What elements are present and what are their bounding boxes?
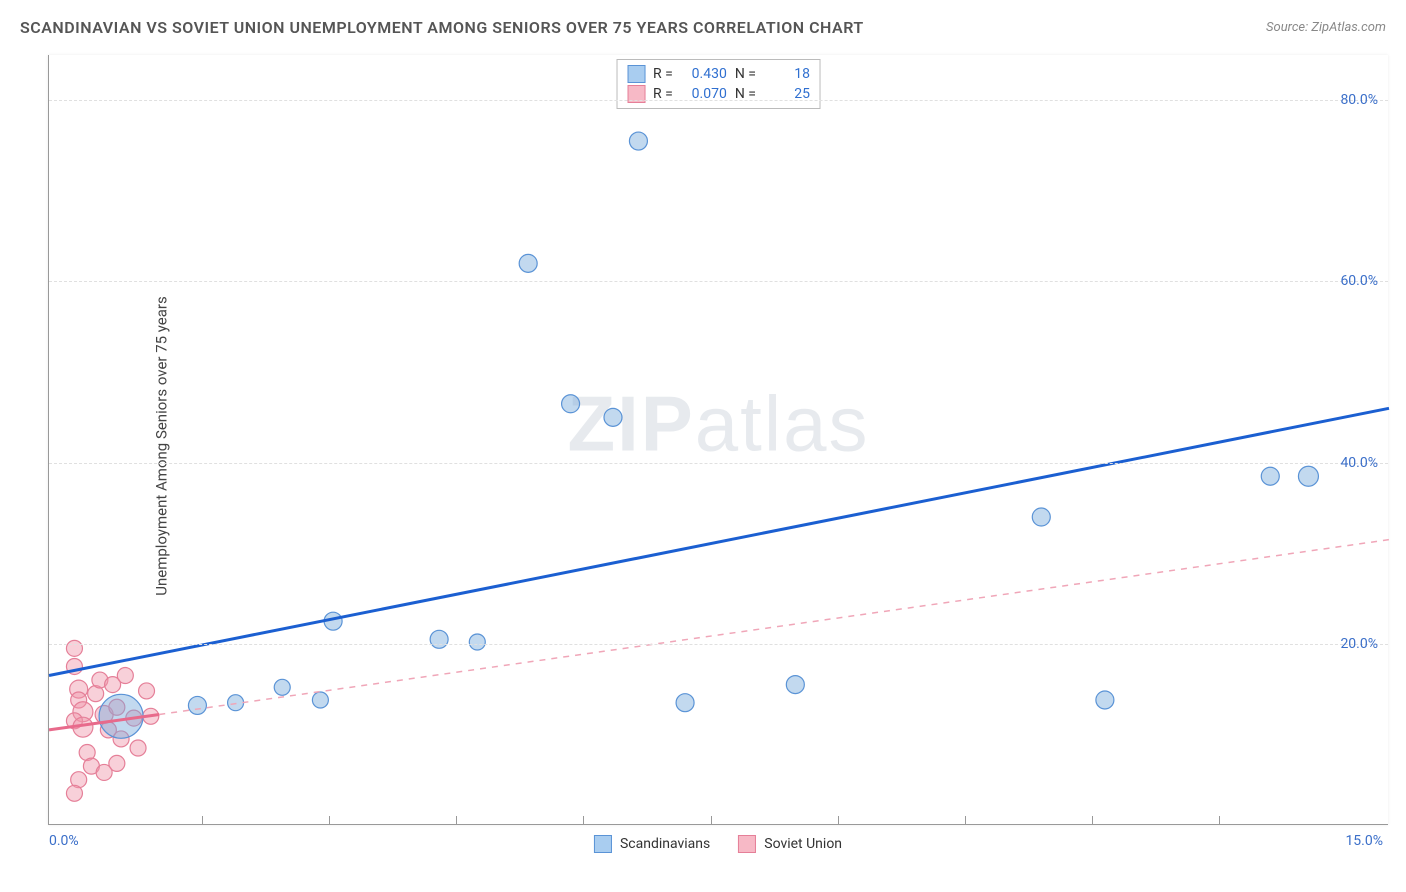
plot-svg <box>49 55 1388 824</box>
x-minor-tick <box>711 816 712 824</box>
chart-header: SCANDINAVIAN VS SOVIET UNION UNEMPLOYMEN… <box>20 18 1386 37</box>
legend-item-soviet: Soviet Union <box>738 835 842 853</box>
x-minor-tick <box>1219 816 1220 824</box>
n-label-0: N = <box>735 66 756 82</box>
y-tick-label: 60.0% <box>1340 273 1378 289</box>
r-value-0: 0.430 <box>681 66 727 82</box>
grid-line-h <box>49 463 1388 464</box>
grid-line-h <box>49 644 1388 645</box>
legend-item-scandinavians: Scandinavians <box>594 835 710 853</box>
r-label-0: R = <box>653 66 673 82</box>
chart-container: ZIPatlas R = 0.430 N = 18 R = 0.070 N = … <box>48 55 1388 825</box>
legend-label-soviet: Soviet Union <box>764 836 842 852</box>
legend-swatch-soviet <box>738 835 756 853</box>
x-minor-tick <box>1092 816 1093 824</box>
plot-area: ZIPatlas R = 0.430 N = 18 R = 0.070 N = … <box>48 55 1388 825</box>
legend-stats: R = 0.430 N = 18 R = 0.070 N = 25 <box>616 59 821 109</box>
n-value-0: 18 <box>764 66 810 82</box>
x-minor-tick <box>456 816 457 824</box>
x-minor-tick <box>329 816 330 824</box>
x-minor-tick <box>838 816 839 824</box>
x-tick-label-max: 15.0% <box>1345 833 1383 849</box>
grid-line-h <box>49 100 1388 101</box>
legend-swatch-0 <box>627 65 645 83</box>
legend-series: Scandinavians Soviet Union <box>594 835 842 853</box>
legend-swatch-scandinavians <box>594 835 612 853</box>
chart-source: Source: ZipAtlas.com <box>1266 20 1386 35</box>
y-tick-label: 40.0% <box>1340 455 1378 471</box>
x-minor-tick <box>583 816 584 824</box>
x-minor-tick <box>965 816 966 824</box>
legend-stats-row-0: R = 0.430 N = 18 <box>627 64 810 84</box>
chart-title: SCANDINAVIAN VS SOVIET UNION UNEMPLOYMEN… <box>20 18 864 37</box>
legend-label-scandinavians: Scandinavians <box>620 836 710 852</box>
x-minor-tick <box>202 816 203 824</box>
y-tick-label: 80.0% <box>1340 92 1378 108</box>
grid-line-h <box>49 281 1388 282</box>
x-tick-label-min: 0.0% <box>49 833 79 849</box>
y-tick-label: 20.0% <box>1340 636 1378 652</box>
